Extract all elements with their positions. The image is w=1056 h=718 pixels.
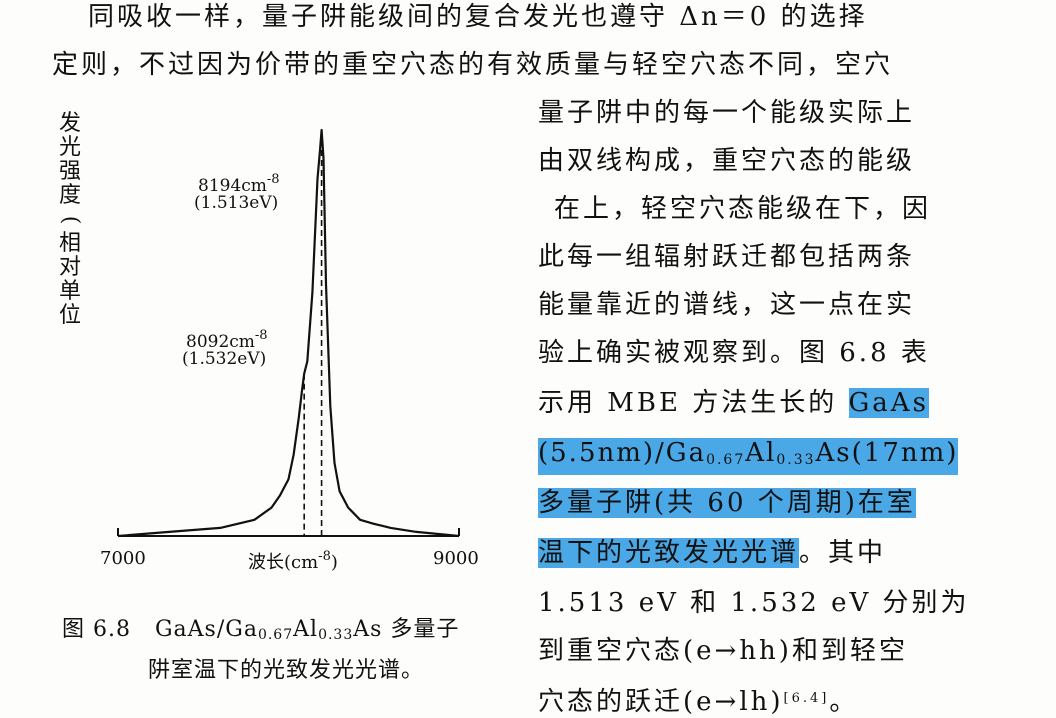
text-line-8: 验上确实被观察到。图 6.8 表 [538, 338, 930, 368]
text-line-15: 穴态的跃迁(e→lh)[6.4]。 [538, 684, 858, 717]
caption-part-b: Al [293, 617, 319, 642]
text-line-1: 同吸收一样，量子阱能级间的复合发光也遵守 Δn＝0 的选择 [88, 2, 868, 32]
peak2-unit-sup: -8 [254, 328, 268, 343]
highlight-spectrum: 温下的光致发光光谱 [538, 538, 800, 568]
text-line-9-plain: 示用 MBE 方法生长的 [538, 388, 849, 418]
text-line-6: 此每一组辐射跃迁都包括两条 [538, 242, 916, 272]
text-line-10-part-a: (5.5nm)/Ga [538, 438, 707, 468]
x-axis-label-main: 波长(cm [248, 552, 319, 573]
text-line-7: 能量靠近的谱线，这一点在实 [538, 290, 916, 320]
text-line-9: 示用 MBE 方法生长的 GaAs [538, 388, 929, 418]
caption-line-2: 阱室温下的光致发光光谱。 [148, 658, 425, 683]
y-axis-label-char: 发 [58, 111, 81, 136]
caption-sub-067: 0.67 [257, 627, 294, 643]
y-axis-label-char: 单 [58, 279, 81, 304]
figure-caption: 图 6.8 GaAs/Ga0.67Al0.33As 多量子 阱室温下的光致发光光… [62, 612, 532, 689]
subscript-067: 0.67 [706, 452, 746, 468]
y-axis-label-char: 度 [58, 183, 81, 208]
text-line-14: 到重空穴态(e→hh)和到轻空 [538, 636, 908, 666]
y-axis-label-char: 光 [58, 135, 81, 160]
text-line-10-highlight: (5.5nm)/Ga0.67Al0.33As(17nm) [538, 438, 959, 475]
caption-line-1: 图 6.8 GaAs/Ga0.67Al0.33As 多量子 [62, 612, 532, 653]
peak1-unit-sup: -8 [266, 172, 280, 187]
caption-part-c: As 多量子 [353, 617, 460, 642]
spectrum-chart [117, 128, 460, 538]
y-axis-label-char: 强 [58, 159, 81, 184]
peak1-label: 8194cm-8 [198, 170, 280, 196]
peak2-value: 8092cm [186, 332, 255, 352]
text-line-12-tail: 。其中 [799, 538, 887, 568]
x-axis-label-sup: -8 [318, 549, 331, 564]
subscript-033: 0.33 [776, 452, 816, 468]
y-axis-label-char: 位 [58, 303, 81, 328]
x-axis-label-tail: ) [330, 552, 338, 573]
y-axis-label-char: 对 [58, 255, 81, 280]
peak2-label: 8092cm-8 [186, 326, 268, 352]
text-line-10-part-c: As(17nm) [815, 438, 959, 468]
caption-figure-number: 图 6.8 [62, 617, 131, 642]
x-axis-label: 波长(cm-8) [248, 548, 338, 574]
caption-sub-033: 0.33 [318, 627, 354, 643]
highlight-gaas: GaAs [848, 388, 929, 418]
text-line-2: 定则，不过因为价带的重空穴态的有效质量与轻空穴态不同，空穴 [52, 50, 894, 80]
text-line-5: 在上，轻空穴态能级在下，因 [554, 194, 932, 224]
x-tick-9000: 9000 [433, 548, 479, 569]
text-line-3: 量子阱中的每一个能级实际上 [538, 98, 916, 128]
text-line-15-tail: 。 [829, 687, 859, 717]
text-line-4: 由双线构成，重空穴态的能级 [538, 146, 916, 176]
x-tick-7000: 7000 [100, 548, 146, 569]
caption-part-a: GaAs/Ga [154, 617, 258, 642]
text-line-11-highlight: 多量子阱(共 60 个周期)在室 [538, 488, 916, 518]
peak1-value: 8194cm [198, 176, 267, 196]
spectrum-line [117, 128, 460, 538]
citation-ref: [6.4] [783, 691, 830, 706]
peak1-energy: (1.513eV) [194, 193, 279, 213]
text-line-12: 温下的光致发光光谱。其中 [538, 538, 886, 568]
y-axis-label-char: 相 [58, 231, 81, 256]
peak2-energy: (1.532eV) [182, 349, 267, 369]
y-axis-label: 发光强度(相对单位 [58, 111, 83, 328]
text-line-15-main: 穴态的跃迁(e→lh) [538, 687, 784, 717]
text-line-10-part-b: Al [745, 438, 777, 468]
text-line-13: 1.513 eV 和 1.532 eV 分别为 [538, 588, 970, 618]
